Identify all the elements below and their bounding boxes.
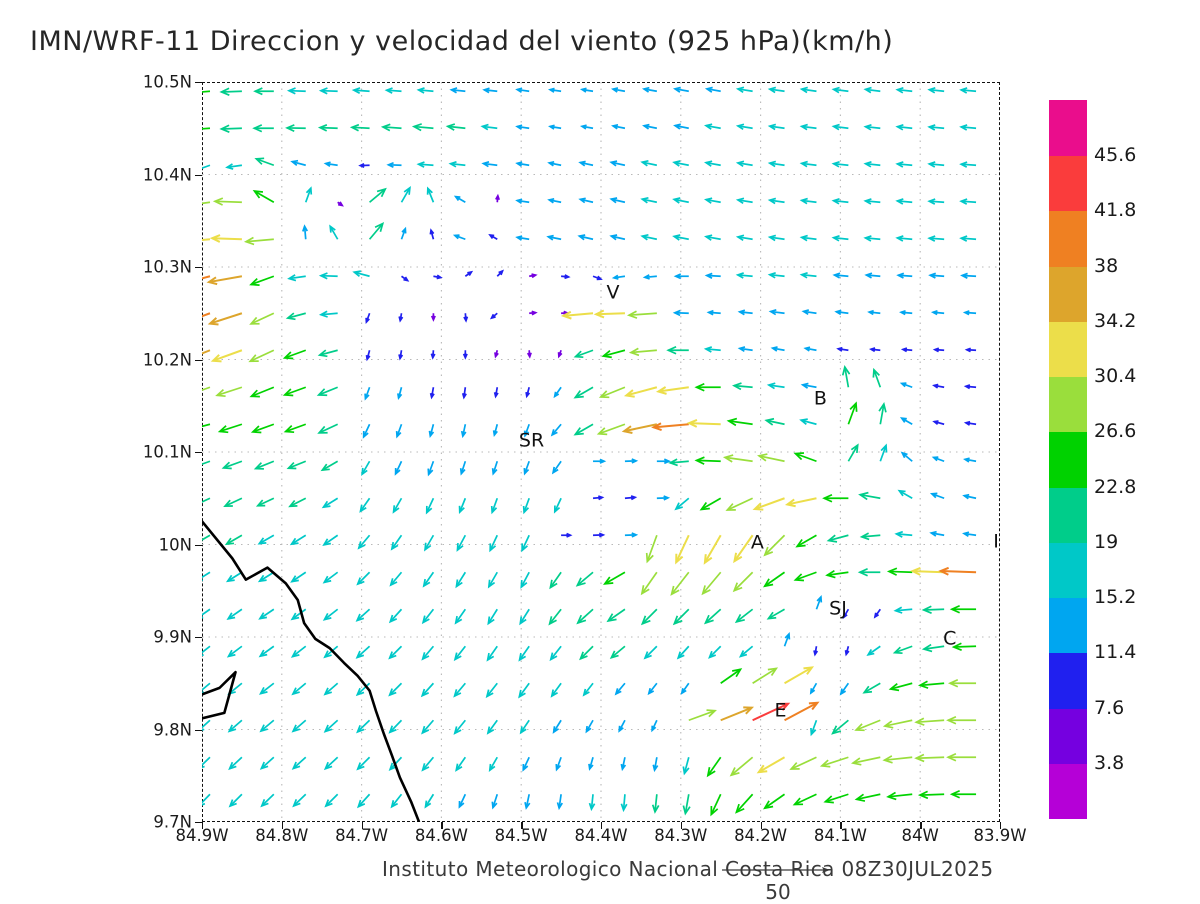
y-tick-label: 9.7N <box>128 813 192 832</box>
map-label-i: I <box>993 532 999 551</box>
colorbar-tick-label: 26.6 <box>1094 420 1136 442</box>
x-tick-mark <box>521 822 522 829</box>
x-tick-mark <box>362 822 363 829</box>
y-tick-label: 9.9N <box>128 628 192 647</box>
colorbar-band <box>1049 321 1087 377</box>
colorbar-tick-label: 22.8 <box>1094 476 1136 498</box>
y-tick-label: 10.4N <box>128 165 192 184</box>
y-tick-mark <box>195 175 202 176</box>
map-label-e: E <box>775 702 787 721</box>
y-tick-mark <box>195 637 202 638</box>
page-title: IMN/WRF-11 Direccion y velocidad del vie… <box>30 26 893 57</box>
map-plot-area: V SR B A I SJ C E <box>202 82 1000 822</box>
colorbar-band <box>1049 763 1087 819</box>
colorbar-band <box>1049 708 1087 764</box>
footer-credit: Instituto Meteorologico Nacional Costa R… <box>382 857 994 881</box>
colorbar-tick-label: 41.8 <box>1094 199 1136 221</box>
colorbar-tick-label: 3.8 <box>1094 752 1124 774</box>
colorbar-tick-label: 34.2 <box>1094 310 1136 332</box>
colorbar-band <box>1049 266 1087 322</box>
reference-vector-label: 50 <box>718 880 838 904</box>
map-label-v: V <box>606 283 619 302</box>
x-tick-mark <box>1000 822 1001 829</box>
x-tick-mark <box>761 822 762 829</box>
colorbar-tick-label: 45.6 <box>1094 144 1136 166</box>
colorbar-band <box>1049 432 1087 488</box>
map-label-b: B <box>814 390 827 409</box>
y-tick-mark <box>195 267 202 268</box>
map-label-sj: SJ <box>829 600 847 619</box>
y-tick-mark <box>195 82 202 83</box>
y-tick-label: 10.3N <box>128 258 192 277</box>
y-tick-label: 10.5N <box>128 73 192 92</box>
colorbar-tick-label: 38 <box>1094 255 1118 277</box>
colorbar-band <box>1049 211 1087 267</box>
x-tick-mark <box>681 822 682 829</box>
map-label-c: C <box>943 629 956 648</box>
map-label-a: A <box>751 533 764 552</box>
y-tick-label: 10N <box>128 535 192 554</box>
x-tick-mark <box>920 822 921 829</box>
reference-vector: 50 <box>718 864 838 900</box>
x-tick-mark <box>601 822 602 829</box>
colorbar-band <box>1049 377 1087 433</box>
y-tick-mark <box>195 822 202 823</box>
colorbar-band <box>1049 653 1087 709</box>
x-tick-mark <box>282 822 283 829</box>
y-tick-mark <box>195 360 202 361</box>
colorbar-band <box>1049 542 1087 598</box>
y-tick-label: 10.2N <box>128 350 192 369</box>
colorbar-band <box>1049 100 1087 156</box>
x-tick-mark <box>441 822 442 829</box>
y-tick-mark <box>195 452 202 453</box>
y-tick-label: 10.1N <box>128 443 192 462</box>
x-tick-mark <box>840 822 841 829</box>
map-label-sr: SR <box>519 431 544 450</box>
colorbar-tick-label: 7.6 <box>1094 697 1124 719</box>
colorbar-band <box>1049 597 1087 653</box>
map-point-labels: V SR B A I SJ C E <box>202 82 1000 822</box>
y-tick-mark <box>195 730 202 731</box>
y-tick-mark <box>195 545 202 546</box>
colorbar-tick-label: 19 <box>1094 531 1118 553</box>
y-tick-label: 9.8N <box>128 720 192 739</box>
colorbar-band <box>1049 156 1087 212</box>
colorbar-tick-label: 11.4 <box>1094 641 1136 663</box>
colorbar-tick-label: 15.2 <box>1094 586 1136 608</box>
x-tick-mark <box>202 822 203 829</box>
colorbar-band <box>1049 487 1087 543</box>
colorbar <box>1048 100 1088 820</box>
colorbar-tick-label: 30.4 <box>1094 365 1136 387</box>
